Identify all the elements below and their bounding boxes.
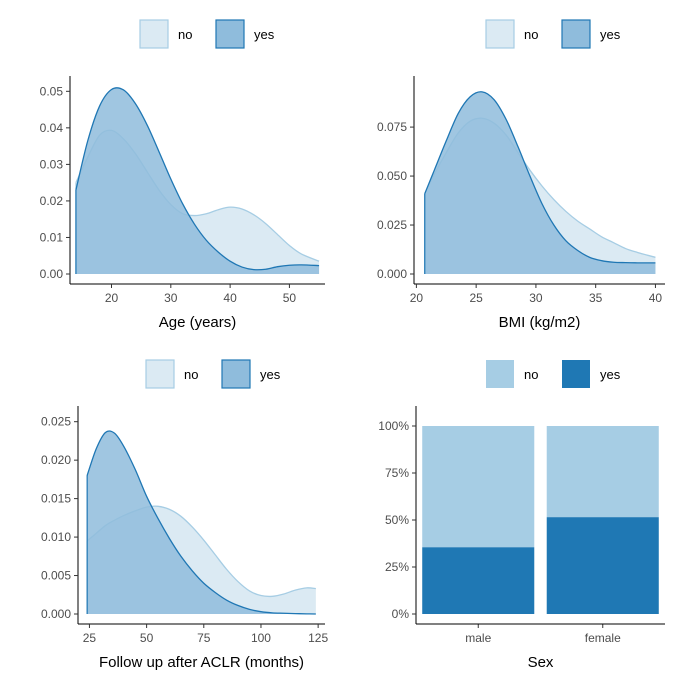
bar-yes-female bbox=[546, 517, 659, 614]
legend: no yes bbox=[145, 359, 281, 389]
y-tick-label: 0.015 bbox=[41, 492, 71, 506]
density-panel-2: 0.000 0.005 0.010 0.015 0.020 0.025 25 50 75 100 1… bbox=[41, 406, 328, 671]
x-tick-label: 40 bbox=[649, 291, 663, 305]
legend-key-no bbox=[485, 19, 515, 49]
x-tick-label: male bbox=[465, 631, 491, 645]
y-tick-label: 0.025 bbox=[377, 218, 407, 232]
x-tick-label: 35 bbox=[589, 291, 603, 305]
x-axis-title: Follow up after ACLR (months) bbox=[99, 654, 304, 671]
x-tick-label: female bbox=[585, 631, 621, 645]
legend: no yes bbox=[139, 19, 275, 49]
legend-label-no: no bbox=[524, 27, 538, 42]
legend: no yes bbox=[485, 19, 621, 49]
legend-label-no: no bbox=[178, 27, 192, 42]
density-area-yes bbox=[75, 87, 320, 274]
y-tick-label: 0% bbox=[392, 607, 410, 621]
density-panel-0: 0.00 0.01 0.02 0.03 0.04 0.05 20 30 40 50 Age (yea… bbox=[40, 76, 325, 331]
x-axis-title: Age (years) bbox=[159, 314, 237, 331]
legend: no yes bbox=[486, 360, 621, 388]
legend-key-yes bbox=[215, 19, 245, 49]
y-tick-label: 0.00 bbox=[40, 267, 64, 281]
x-tick-label: 20 bbox=[105, 291, 119, 305]
x-tick-label: 30 bbox=[164, 291, 178, 305]
y-tick-label: 0.025 bbox=[41, 415, 71, 429]
density-line-yes bbox=[424, 91, 656, 264]
y-tick-label: 50% bbox=[385, 513, 409, 527]
density-line-yes bbox=[75, 87, 320, 271]
x-tick-label: 75 bbox=[197, 631, 211, 645]
x-tick-label: 125 bbox=[308, 631, 328, 645]
density-area-yes bbox=[87, 430, 316, 614]
legend-label-yes: yes bbox=[260, 367, 281, 382]
x-tick-label: 50 bbox=[140, 631, 154, 645]
legend-label-yes: yes bbox=[254, 27, 275, 42]
y-tick-label: 0.05 bbox=[40, 84, 64, 98]
legend-key-no bbox=[145, 359, 175, 389]
legend-key-no bbox=[486, 360, 514, 388]
y-tick-label: 0.03 bbox=[40, 157, 64, 171]
density-area-yes bbox=[424, 91, 656, 275]
y-tick-label: 0.000 bbox=[41, 607, 71, 621]
x-tick-label: 100 bbox=[251, 631, 271, 645]
y-tick-label: 0.010 bbox=[41, 530, 71, 544]
y-tick-label: 0.005 bbox=[41, 569, 71, 583]
y-tick-label: 0.075 bbox=[377, 120, 407, 134]
legend-key-yes bbox=[221, 359, 251, 389]
y-tick-label: 0.000 bbox=[377, 267, 407, 281]
y-tick-label: 25% bbox=[385, 560, 409, 574]
y-tick-label: 0.02 bbox=[40, 194, 64, 208]
x-tick-label: 25 bbox=[469, 291, 483, 305]
x-tick-label: 25 bbox=[83, 631, 97, 645]
bar-no-female bbox=[546, 426, 659, 518]
legend-label-yes: yes bbox=[600, 367, 621, 382]
x-tick-label: 40 bbox=[223, 291, 237, 305]
x-tick-label: 50 bbox=[283, 291, 297, 305]
y-tick-label: 0.020 bbox=[41, 453, 71, 467]
bar-panel: male female 0% 25% 50% 75% 100% Sex bbox=[378, 406, 665, 671]
legend-key-yes bbox=[562, 360, 590, 388]
bar-yes-male bbox=[422, 547, 535, 614]
x-tick-label: 20 bbox=[410, 291, 424, 305]
legend-label-yes: yes bbox=[600, 27, 621, 42]
x-tick-label: 30 bbox=[529, 291, 543, 305]
legend-label-no: no bbox=[524, 367, 538, 382]
y-tick-label: 0.01 bbox=[40, 230, 64, 244]
y-tick-label: 75% bbox=[385, 466, 409, 480]
density-line-yes bbox=[86, 430, 316, 615]
y-tick-label: 0.04 bbox=[40, 121, 64, 135]
x-axis-title: BMI (kg/m2) bbox=[499, 314, 581, 331]
y-tick-label: 0.050 bbox=[377, 169, 407, 183]
legend-key-yes bbox=[561, 19, 591, 49]
bar-no-male bbox=[422, 426, 535, 548]
legend-label-no: no bbox=[184, 367, 198, 382]
density-panel-1: 0.000 0.025 0.050 0.075 20 25 30 35 40 BMI (kg/m2… bbox=[377, 76, 665, 331]
y-tick-label: 100% bbox=[378, 419, 409, 433]
legend-key-no bbox=[139, 19, 169, 49]
x-axis-title: Sex bbox=[528, 654, 554, 671]
